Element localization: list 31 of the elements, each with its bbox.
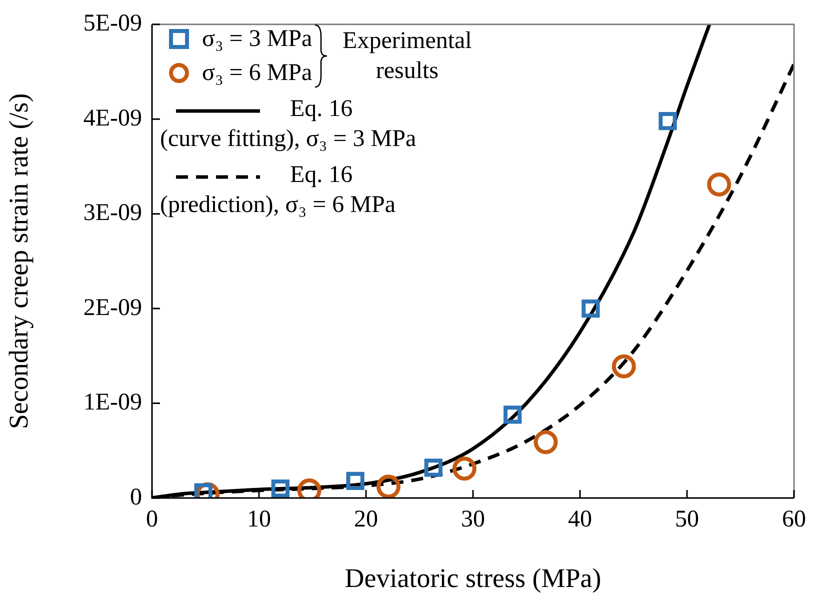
legend-label: Eq. 16 (prediction), σ₃ = 6 MPa xyxy=(160,161,396,220)
point xyxy=(346,472,364,490)
legend-label: Eq. 16 (curve fitting), σ₃ = 3 MPa xyxy=(160,95,416,154)
legend-title: Experimental results xyxy=(342,27,473,86)
point xyxy=(658,112,677,130)
point xyxy=(376,474,400,498)
y-tick-label: 5E-09 xyxy=(83,10,142,37)
legend-label: σ₃ = 3 MPa xyxy=(202,25,312,54)
y-tick-label: 3E-09 xyxy=(83,200,142,226)
x-tick-label: 30 xyxy=(461,506,485,533)
point xyxy=(707,172,732,196)
point xyxy=(582,299,600,318)
x-tick-label: 60 xyxy=(782,506,806,533)
point xyxy=(534,430,558,454)
point xyxy=(271,479,290,498)
y-tick-label: 4E-09 xyxy=(83,105,142,132)
x-tick-label: 10 xyxy=(247,506,271,533)
y-tick-label: 1E-09 xyxy=(83,390,142,416)
x-tick-label: 50 xyxy=(675,506,699,533)
x-tick-label: 0 xyxy=(146,506,158,533)
y-tick-label: 2E-09 xyxy=(83,294,142,321)
point xyxy=(424,458,442,477)
x-tick-label: 40 xyxy=(568,506,592,533)
x-axis-title: Deviatoric stress (MPa) xyxy=(344,562,602,593)
point xyxy=(452,456,476,481)
y-tick-label: 0 xyxy=(130,484,142,510)
point xyxy=(504,406,522,424)
x-tick-label: 20 xyxy=(354,506,378,533)
point xyxy=(612,354,636,378)
legend-label: σ₃ = 6 MPa xyxy=(202,59,312,88)
y-axis-title: Secondary creep strain rate (/s) xyxy=(3,93,34,430)
